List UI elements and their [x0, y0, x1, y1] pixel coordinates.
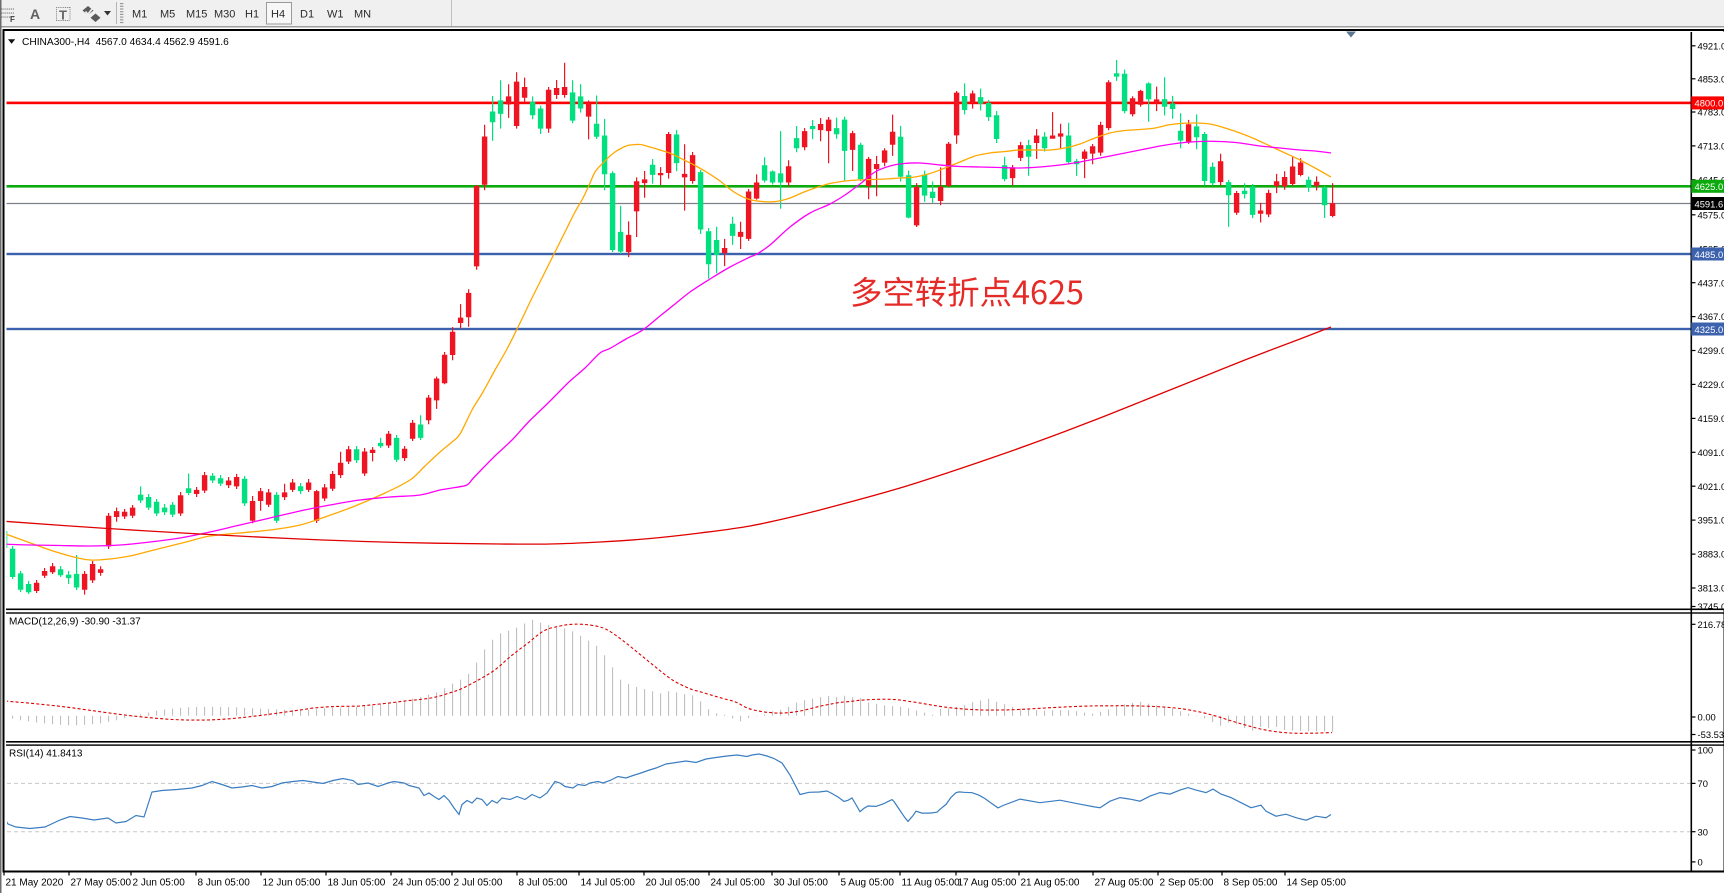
svg-text:2 Jul 05:00: 2 Jul 05:00 [454, 878, 503, 889]
svg-text:27 Aug 05:00: 27 Aug 05:00 [1095, 878, 1154, 889]
svg-text:21 Aug 05:00: 21 Aug 05:00 [1021, 878, 1080, 889]
svg-text:24 Jul 05:00: 24 Jul 05:00 [711, 878, 766, 889]
svg-text:4437.0: 4437.0 [1698, 277, 1724, 288]
svg-text:8 Jun 05:00: 8 Jun 05:00 [198, 878, 251, 889]
svg-text:4783.0: 4783.0 [1698, 107, 1724, 118]
svg-text:H1: H1 [245, 9, 259, 21]
svg-text:4591.6: 4591.6 [1695, 198, 1724, 209]
svg-text:8 Sep 05:00: 8 Sep 05:00 [1224, 878, 1278, 889]
svg-text:MACD(12,26,9) -30.90 -31.37: MACD(12,26,9) -30.90 -31.37 [9, 617, 141, 628]
svg-text:3745.0: 3745.0 [1698, 601, 1724, 612]
svg-text:T: T [59, 8, 67, 23]
svg-text:A: A [30, 6, 40, 22]
svg-text:70: 70 [1698, 778, 1708, 789]
svg-text:D1: D1 [300, 9, 314, 21]
svg-text:MN: MN [354, 9, 371, 21]
svg-text:100: 100 [1698, 745, 1714, 756]
svg-text:12 Jun 05:00: 12 Jun 05:00 [263, 878, 321, 889]
svg-text:4021.0: 4021.0 [1698, 481, 1724, 492]
svg-text:F: F [10, 15, 15, 24]
svg-text:3883.0: 3883.0 [1698, 549, 1724, 560]
svg-text:4713.0: 4713.0 [1698, 141, 1724, 152]
svg-text:4800.0: 4800.0 [1695, 98, 1724, 109]
svg-text:24 Jun 05:00: 24 Jun 05:00 [393, 878, 451, 889]
svg-text:5 Aug 05:00: 5 Aug 05:00 [841, 878, 895, 889]
svg-text:3951.0: 3951.0 [1698, 515, 1724, 526]
svg-text:21 May 2020: 21 May 2020 [6, 878, 64, 889]
svg-text:W1: W1 [327, 9, 344, 21]
svg-text:M30: M30 [214, 9, 235, 21]
svg-text:4921.0: 4921.0 [1698, 40, 1724, 51]
svg-text:216.78: 216.78 [1698, 619, 1724, 630]
svg-text:4367.0: 4367.0 [1698, 311, 1724, 322]
svg-text:-53.53: -53.53 [1698, 729, 1724, 740]
svg-text:4625.0: 4625.0 [1695, 181, 1724, 192]
svg-text:2 Jun 05:00: 2 Jun 05:00 [133, 878, 186, 889]
svg-text:M15: M15 [186, 9, 207, 21]
svg-text:4159.0: 4159.0 [1698, 413, 1724, 424]
svg-text:CHINA300-,H4 4567.0 4634.4 45: CHINA300-,H4 4567.0 4634.4 4562.9 4591.6 [22, 37, 229, 48]
svg-text:0: 0 [1698, 857, 1703, 868]
svg-text:8 Jul 05:00: 8 Jul 05:00 [519, 878, 568, 889]
svg-text:20 Jul 05:00: 20 Jul 05:00 [646, 878, 701, 889]
svg-text:M1: M1 [132, 9, 147, 21]
svg-text:3813.0: 3813.0 [1698, 583, 1724, 594]
svg-text:30: 30 [1698, 826, 1708, 837]
svg-text:4325.0: 4325.0 [1695, 324, 1724, 335]
svg-text:18 Jun 05:00: 18 Jun 05:00 [328, 878, 386, 889]
svg-text:H4: H4 [271, 9, 285, 21]
svg-text:4575.0: 4575.0 [1698, 209, 1724, 220]
svg-text:4485.0: 4485.0 [1695, 249, 1724, 260]
svg-text:0.00: 0.00 [1698, 712, 1716, 723]
svg-text:14 Jul 05:00: 14 Jul 05:00 [581, 878, 636, 889]
svg-text:RSI(14) 41.8413: RSI(14) 41.8413 [9, 749, 83, 760]
svg-text:M5: M5 [160, 9, 175, 21]
svg-text:4299.0: 4299.0 [1698, 345, 1724, 356]
svg-text:4091.0: 4091.0 [1698, 447, 1724, 458]
svg-text:14 Sep 05:00: 14 Sep 05:00 [1287, 878, 1347, 889]
svg-text:2 Sep 05:00: 2 Sep 05:00 [1160, 878, 1214, 889]
svg-text:17 Aug 05:00: 17 Aug 05:00 [958, 878, 1017, 889]
svg-text:4853.0: 4853.0 [1698, 73, 1724, 84]
svg-text:4229.0: 4229.0 [1698, 379, 1724, 390]
svg-text:30 Jul 05:00: 30 Jul 05:00 [774, 878, 829, 889]
svg-text:27 May 05:00: 27 May 05:00 [71, 878, 132, 889]
svg-text:11 Aug 05:00: 11 Aug 05:00 [902, 878, 961, 889]
